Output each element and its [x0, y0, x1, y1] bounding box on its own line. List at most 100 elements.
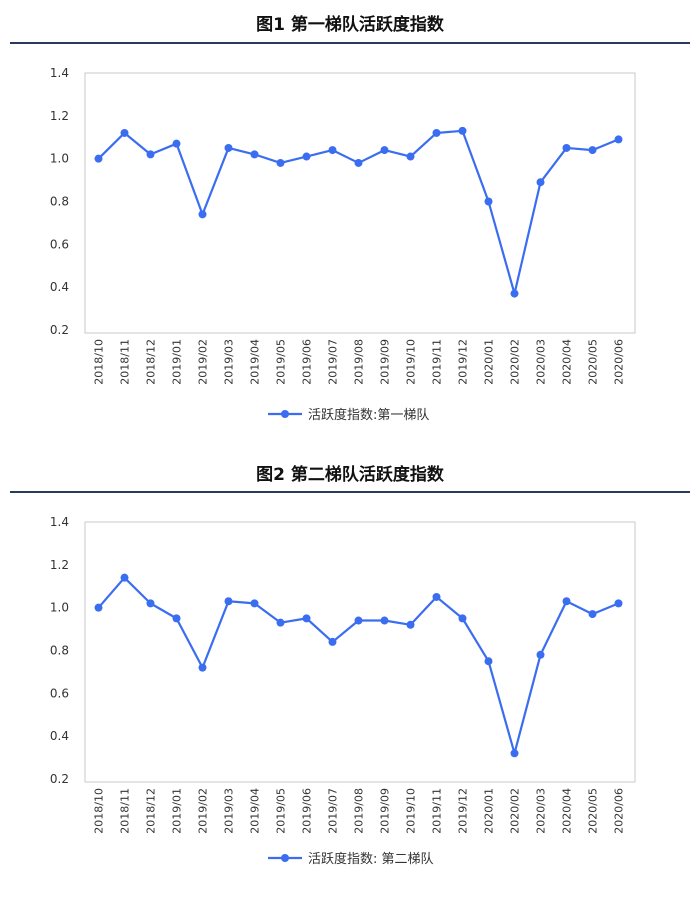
chart-2: 0.2 0.4 0.6 0.8 1.0 1.2 1.4 2018/10 2018/11 2018/… — [50, 515, 636, 867]
legend-marker — [281, 854, 289, 862]
x-tick-label: 2020/01 — [483, 788, 496, 834]
data-point — [276, 158, 285, 167]
x-tick-label: 2019/07 — [327, 339, 340, 385]
series-line — [97, 576, 619, 755]
x-tick-label: 2019/09 — [379, 788, 392, 834]
x-tick-label: 2019/04 — [249, 339, 262, 385]
x-tick-label: 2019/06 — [301, 788, 314, 834]
x-tick-label: 2018/10 — [93, 339, 106, 385]
data-point — [328, 146, 337, 155]
x-tick-label: 2019/05 — [275, 339, 288, 385]
data-point — [406, 152, 415, 161]
y-tick-label: 1.2 — [50, 109, 69, 123]
y-tick-label: 1.2 — [50, 558, 69, 572]
data-point — [536, 650, 545, 659]
data-point — [172, 139, 181, 148]
series-line — [97, 129, 619, 295]
x-tick-label: 2019/01 — [171, 339, 184, 385]
data-point — [432, 128, 441, 137]
x-tick-label: 2019/06 — [301, 339, 314, 385]
data-point — [224, 143, 233, 152]
chart-2-title: 图2 第二梯队活跃度指数 — [256, 465, 444, 485]
y-tick-label: 0.4 — [50, 729, 69, 743]
x-tick-label: 2020/06 — [613, 339, 626, 385]
data-point — [406, 620, 415, 629]
data-point — [172, 614, 181, 623]
x-tick-label: 2018/12 — [145, 788, 158, 834]
y-tick-label: 0.2 — [50, 323, 69, 337]
y-tick-label: 1.4 — [50, 515, 69, 529]
data-point — [120, 573, 129, 582]
data-point — [588, 610, 597, 619]
data-point — [588, 146, 597, 155]
data-point — [380, 616, 389, 625]
y-tick-label: 0.6 — [50, 686, 69, 700]
x-tick-label: 2019/01 — [171, 788, 184, 834]
x-tick-label: 2019/08 — [353, 788, 366, 834]
x-tick-label: 2019/12 — [457, 788, 470, 834]
data-point — [250, 150, 259, 159]
data-point — [510, 749, 519, 758]
data-point — [432, 592, 441, 601]
data-point — [380, 146, 389, 155]
data-point — [458, 126, 467, 135]
data-point — [484, 197, 493, 206]
data-point — [562, 597, 571, 606]
data-point — [198, 663, 207, 672]
data-point — [120, 128, 129, 137]
x-tick-label: 2020/01 — [483, 339, 496, 385]
x-tick-label: 2019/11 — [431, 339, 444, 385]
x-tick-label: 2018/12 — [145, 339, 158, 385]
chart-1-title: 图1 第一梯队活跃度指数 — [256, 15, 444, 35]
y-tick-label: 0.8 — [50, 195, 69, 209]
y-tick-label: 1.0 — [50, 152, 69, 166]
data-point — [536, 178, 545, 187]
x-tick-label: 2019/07 — [327, 788, 340, 834]
data-point — [276, 618, 285, 627]
x-tick-label: 2019/12 — [457, 339, 470, 385]
plot-area — [84, 72, 636, 334]
chart-1: 0.2 0.4 0.6 0.8 1.0 1.2 1.4 2018/10 2018/11 2018/… — [50, 66, 636, 423]
chart-1-title-rule — [10, 42, 690, 44]
x-tick-label: 2020/06 — [613, 788, 626, 834]
data-point — [302, 614, 311, 623]
y-tick-label: 1.4 — [50, 66, 69, 80]
x-tick-label: 2019/02 — [197, 788, 210, 834]
y-tick-label: 1.0 — [50, 601, 69, 615]
x-tick-label: 2019/04 — [249, 788, 262, 834]
data-point — [484, 657, 493, 666]
x-tick-label: 2018/10 — [93, 788, 106, 834]
x-tick-label: 2020/03 — [535, 788, 548, 834]
x-tick-label: 2019/05 — [275, 788, 288, 834]
x-tick-label: 2019/11 — [431, 788, 444, 834]
x-tick-label: 2018/11 — [119, 339, 132, 385]
data-point — [250, 599, 259, 608]
x-tick-label: 2019/09 — [379, 339, 392, 385]
data-point — [354, 616, 363, 625]
x-tick-label: 2019/08 — [353, 339, 366, 385]
y-tick-label: 0.6 — [50, 237, 69, 251]
x-tick-label: 2020/05 — [587, 339, 600, 385]
x-tick-label: 2020/05 — [587, 788, 600, 834]
data-point — [510, 289, 519, 298]
y-tick-label: 0.8 — [50, 644, 69, 658]
y-tick-label: 0.4 — [50, 280, 69, 294]
data-point — [458, 614, 467, 623]
legend-marker — [281, 410, 289, 418]
data-point — [94, 154, 103, 163]
data-point — [146, 599, 155, 608]
data-point — [328, 637, 337, 646]
x-tick-label: 2019/10 — [405, 339, 418, 385]
x-tick-label: 2019/10 — [405, 788, 418, 834]
x-tick-label: 2020/02 — [509, 788, 522, 834]
x-tick-label: 2020/02 — [509, 339, 522, 385]
data-point — [562, 143, 571, 152]
x-tick-label: 2020/04 — [561, 788, 574, 834]
data-point — [614, 135, 623, 144]
x-tick-label: 2020/04 — [561, 339, 574, 385]
x-tick-label: 2020/03 — [535, 339, 548, 385]
y-tick-label: 0.2 — [50, 772, 69, 786]
data-point — [614, 599, 623, 608]
legend-label: 活跃度指数: 第二梯队 — [308, 851, 434, 867]
data-point — [198, 210, 207, 219]
